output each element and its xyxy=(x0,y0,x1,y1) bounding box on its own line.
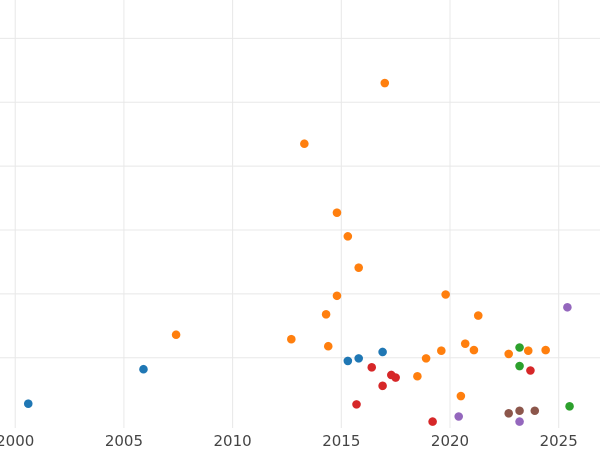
data-point-orange xyxy=(473,311,483,320)
data-point-green xyxy=(565,401,574,411)
data-point-red xyxy=(352,400,361,409)
x-tick-label: 2000 xyxy=(0,432,34,450)
data-point-brown xyxy=(504,409,513,418)
data-point-blue xyxy=(23,399,33,409)
data-point-purple xyxy=(515,417,524,426)
x-tick-label: 2020 xyxy=(431,432,469,450)
data-point-blue xyxy=(139,364,148,374)
data-points xyxy=(23,78,574,426)
data-point-red xyxy=(391,373,400,382)
data-point-red xyxy=(428,417,437,426)
data-point-purple xyxy=(563,302,572,312)
x-tick-label: 2025 xyxy=(540,432,578,450)
data-point-orange xyxy=(343,232,353,241)
data-point-orange xyxy=(460,339,470,348)
data-point-red xyxy=(367,363,377,372)
data-point-orange xyxy=(332,291,342,301)
data-point-orange xyxy=(504,349,513,359)
data-point-blue xyxy=(343,356,353,366)
data-point-orange xyxy=(437,346,446,356)
data-point-red xyxy=(526,366,535,375)
data-point-orange xyxy=(523,346,533,356)
data-point-red xyxy=(378,381,387,391)
data-point-orange xyxy=(380,78,390,88)
data-point-brown xyxy=(530,406,540,416)
x-tick-label: 2010 xyxy=(214,432,252,450)
data-point-orange xyxy=(441,290,450,299)
data-point-orange xyxy=(323,341,333,351)
data-point-green xyxy=(515,361,524,371)
x-axis-ticks: 2000 2005 2010 2015 2020 2025 xyxy=(0,432,578,450)
data-point-orange xyxy=(456,391,466,401)
data-point-brown xyxy=(515,406,524,416)
grid xyxy=(0,0,600,428)
data-point-orange xyxy=(354,263,363,272)
data-point-blue xyxy=(354,354,363,363)
x-tick-label: 2005 xyxy=(105,432,143,450)
data-point-orange xyxy=(421,354,431,363)
data-point-orange xyxy=(171,330,181,340)
data-point-orange xyxy=(287,334,296,344)
data-point-orange xyxy=(541,345,550,355)
data-point-purple xyxy=(454,412,463,421)
data-point-orange xyxy=(469,345,479,355)
data-point-green xyxy=(515,343,524,352)
data-point-orange xyxy=(321,309,331,319)
data-point-blue xyxy=(378,347,387,357)
data-point-orange xyxy=(300,139,309,149)
data-point-orange xyxy=(413,371,422,381)
data-point-orange xyxy=(332,208,342,218)
x-tick-label: 2015 xyxy=(322,432,360,450)
